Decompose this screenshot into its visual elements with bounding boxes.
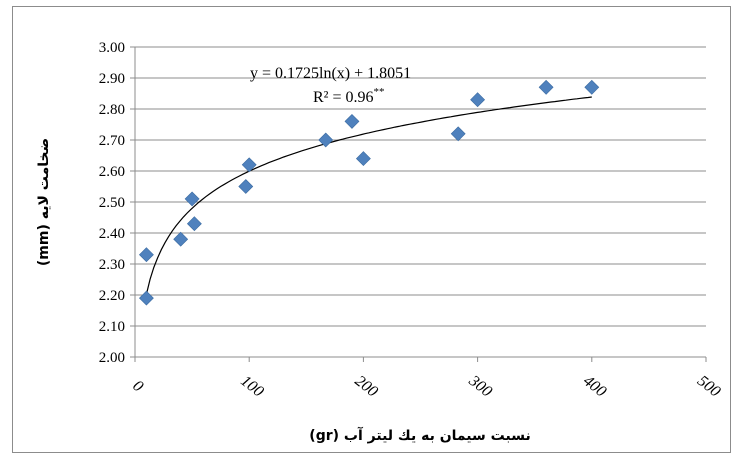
data-point	[538, 79, 554, 95]
y-tick-label: 2.10	[99, 319, 125, 335]
axes	[134, 47, 707, 362]
data-point	[186, 216, 202, 232]
gridlines	[130, 46, 706, 358]
data-point	[173, 231, 189, 247]
data-point	[470, 92, 486, 108]
y-tick-label: 3.00	[99, 40, 125, 56]
y-tick-label: 2.70	[99, 133, 125, 149]
data-point	[355, 151, 371, 167]
y-tick-label: 2.90	[99, 71, 125, 87]
trendline	[145, 96, 592, 295]
y-tick-label: 2.00	[99, 350, 125, 366]
y-tick-label: 2.60	[99, 164, 125, 180]
data-point	[584, 79, 600, 95]
trend-equation: y = 0.1725ln(x) + 1.8051	[250, 65, 411, 82]
y-tick-label: 2.40	[99, 226, 125, 242]
data-point	[344, 113, 360, 129]
y-tick-label: 2.50	[99, 195, 125, 211]
y-tick-label: 2.80	[99, 102, 125, 118]
y-tick-labels: 2.00 2.10 2.20 2.30 2.40 2.50 2.60 2.70 2.80 2.90…	[99, 40, 125, 366]
data-point	[238, 179, 254, 194]
r-squared-label: R² = 0.96**	[313, 86, 385, 106]
data-point	[138, 290, 154, 306]
x-axis-title: نسبت سیمان به یك لیتر آب (gr)	[309, 426, 530, 444]
data-point	[138, 247, 154, 263]
y-axis-title: ضخامت لایه (mm)	[36, 138, 52, 266]
data-points	[138, 79, 600, 306]
data-point	[241, 157, 257, 173]
data-point	[184, 191, 200, 207]
chart-border	[12, 6, 731, 453]
data-point	[450, 126, 466, 142]
data-point	[318, 132, 334, 148]
y-tick-label: 2.20	[99, 288, 125, 304]
y-tick-label: 2.30	[99, 257, 125, 273]
